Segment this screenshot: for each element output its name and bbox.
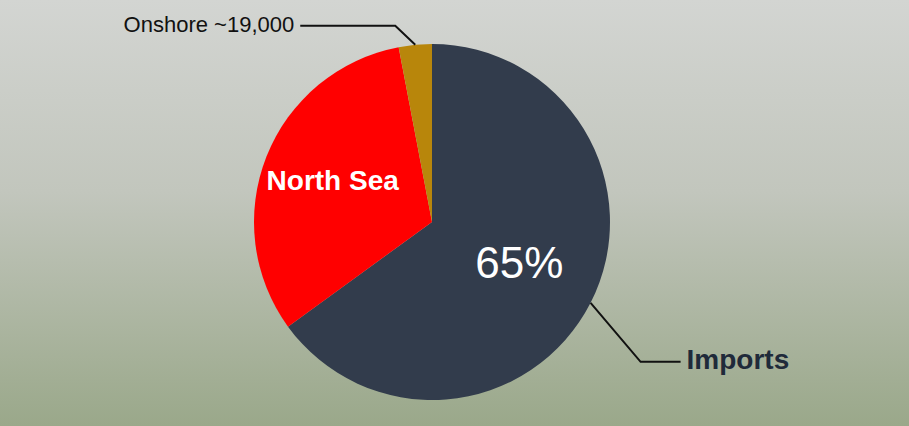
svg-text:Onshore ~19,000: Onshore ~19,000 bbox=[124, 12, 295, 37]
svg-text:65%: 65% bbox=[475, 238, 563, 287]
svg-text:North Sea: North Sea bbox=[267, 165, 400, 196]
svg-text:Imports: Imports bbox=[687, 344, 790, 375]
